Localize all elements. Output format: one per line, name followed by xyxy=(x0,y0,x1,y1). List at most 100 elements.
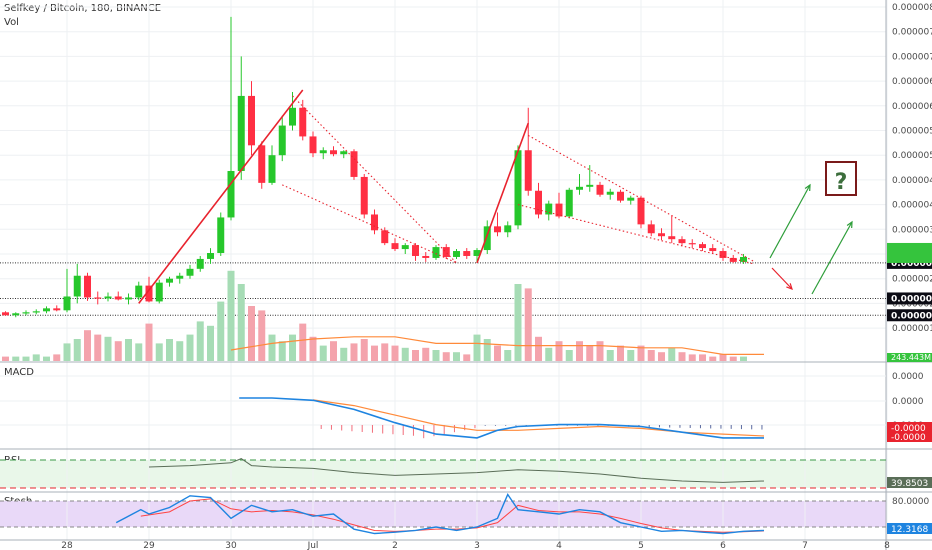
rsi-line xyxy=(148,458,765,483)
volume-bar xyxy=(299,323,307,361)
price-tag-label: 0.00000210 xyxy=(891,294,932,304)
candle-body xyxy=(391,243,399,250)
volume-bar xyxy=(258,310,266,361)
volume-bar xyxy=(2,356,9,361)
volume-bar xyxy=(227,270,235,361)
volume-bar xyxy=(32,354,40,361)
candle-body xyxy=(73,275,81,297)
green-arrow-up-1-head xyxy=(804,183,811,192)
price-tick-label: 0.00000700 xyxy=(892,52,932,62)
macd-value-label: -0.0000 xyxy=(891,433,926,443)
candle-body xyxy=(565,189,573,217)
candle-body xyxy=(207,253,214,259)
rsi-value-label: 39.8503 xyxy=(891,479,928,489)
candle-body xyxy=(453,251,460,257)
volume-bar xyxy=(463,354,471,361)
volume-value-tag xyxy=(887,353,932,362)
volume-bar xyxy=(596,341,604,361)
volume-bar xyxy=(514,284,522,361)
volume-bar xyxy=(535,336,542,361)
chart-symbol-label: Selfkey / Bitcoin, 180, BINANCE xyxy=(4,3,162,14)
candle-body xyxy=(719,251,727,258)
candle-body xyxy=(514,150,522,226)
volume-bar xyxy=(668,347,676,361)
question-mark-text: ? xyxy=(835,170,848,195)
volume-bar xyxy=(494,345,501,361)
candle-body xyxy=(63,296,71,311)
candle-body xyxy=(606,191,614,195)
candle-body xyxy=(53,308,61,311)
volume-bar xyxy=(217,301,225,361)
volume-bar xyxy=(442,352,450,361)
macd-tick-label: 0.0000 xyxy=(892,397,924,407)
price-tick-label: 0.00000800 xyxy=(892,3,932,13)
rsi-value-tag xyxy=(887,477,932,488)
time-axis-label: 2 xyxy=(392,541,398,550)
candle-body xyxy=(596,184,604,195)
volume-ma-line xyxy=(230,336,764,355)
time-axis-label: 6 xyxy=(720,541,726,550)
price-tick-label: 0.00000150 xyxy=(892,324,932,334)
volume-bar xyxy=(196,321,204,361)
candle-body xyxy=(155,282,163,302)
candle-body xyxy=(401,245,409,250)
candle-body xyxy=(258,145,266,183)
candle-body xyxy=(647,224,655,234)
price-tick-label: 0.00000350 xyxy=(892,225,932,235)
candle-body xyxy=(350,151,358,177)
candle-body xyxy=(442,247,450,257)
time-axis-label: 5 xyxy=(638,541,644,550)
price-tick-label: 0.00000400 xyxy=(892,201,932,211)
volume-bar xyxy=(576,341,583,361)
candle-body xyxy=(473,250,481,256)
candle-body xyxy=(412,245,419,256)
candle-body xyxy=(32,311,40,313)
volume-bar xyxy=(289,334,296,361)
red-arrow-down-head xyxy=(786,283,793,290)
trend-line-1 xyxy=(138,89,304,304)
volume-bar xyxy=(135,343,143,361)
volume-bar xyxy=(688,354,696,361)
wedge-upper-line-2 xyxy=(527,134,755,262)
volume-bar xyxy=(350,343,358,361)
price-tag-bg xyxy=(887,292,932,305)
candle-body xyxy=(309,136,317,154)
volume-value-label: 243.443M xyxy=(891,353,931,362)
volume-bar xyxy=(617,345,624,361)
green-arrow-up-2 xyxy=(811,221,853,295)
price-tick-label: 0.00000500 xyxy=(892,151,932,161)
candle-body xyxy=(617,191,624,201)
candle-body xyxy=(289,107,296,126)
red-arrow-down xyxy=(771,267,793,290)
volume-bar xyxy=(84,330,91,361)
volume-bar xyxy=(473,334,481,361)
candle-body xyxy=(319,150,327,154)
candle-body xyxy=(483,226,491,251)
candle-body xyxy=(586,184,594,187)
candle-body xyxy=(699,244,706,249)
candle-body xyxy=(268,155,276,183)
volume-bar xyxy=(319,345,327,361)
volume-bar xyxy=(63,343,71,361)
candle-body xyxy=(658,233,665,237)
candle-body xyxy=(463,251,471,256)
volume-bar xyxy=(155,343,163,361)
candle-body xyxy=(340,151,348,155)
price-tick-label: 0.00000550 xyxy=(892,127,932,137)
macd-value-tag xyxy=(887,422,932,433)
volume-bar xyxy=(330,341,337,361)
wedge-upper-line-1 xyxy=(292,95,457,264)
candle-body xyxy=(114,296,122,300)
volume-bar xyxy=(53,354,61,361)
candle-body xyxy=(227,171,235,218)
volume-bar xyxy=(483,339,491,361)
volume-bar xyxy=(73,339,81,361)
volume-bar xyxy=(371,345,378,361)
volume-bar xyxy=(176,341,184,361)
candle-body xyxy=(729,257,737,262)
price-tick-label: 0.00000650 xyxy=(892,77,932,87)
volume-bar xyxy=(145,323,153,361)
candle-body xyxy=(196,258,204,269)
volume-bar xyxy=(699,354,706,361)
